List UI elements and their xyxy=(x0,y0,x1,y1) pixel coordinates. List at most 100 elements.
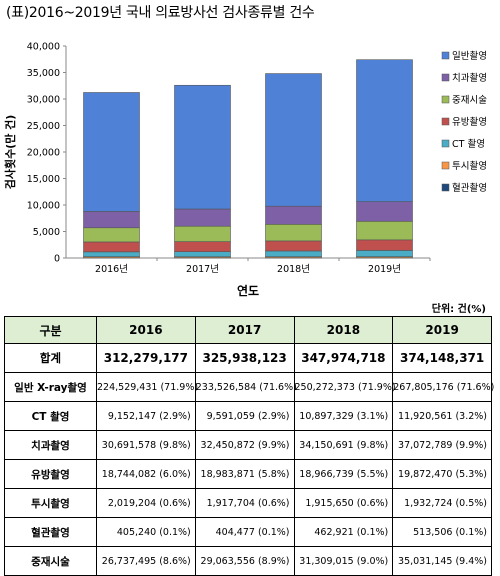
table-cell: 18,983,871 (5.8%) xyxy=(195,460,294,489)
column-header: 구분 xyxy=(5,317,97,344)
table-header-row: 구분 2016 2017 2018 2019 xyxy=(5,317,492,344)
table-cell: 233,526,584 (71.6%) xyxy=(195,373,294,402)
table-cell: 9,152,147 (2.9%) xyxy=(97,402,196,431)
table-cell: 404,477 (0.1%) xyxy=(195,518,294,547)
y-tick-label: 25,000 xyxy=(27,121,60,132)
bar-segment xyxy=(357,60,413,202)
table-cell: 31,309,015 (9.0%) xyxy=(294,547,393,576)
bar-segment xyxy=(357,221,413,240)
stacked-bar-chart: 0 5,000 10,000 15,000 20,000 25,000 30,000 35,0… xyxy=(0,0,500,300)
table-cell: 32,450,872 (9.9%) xyxy=(195,431,294,460)
legend-swatch xyxy=(442,74,449,81)
bar-segment xyxy=(175,242,231,252)
row-label: CT 촬영 xyxy=(5,402,97,431)
column-header: 2017 xyxy=(195,317,294,344)
y-tick-label: 20,000 xyxy=(27,148,60,159)
column-header: 2016 xyxy=(97,317,196,344)
table-cell: 513,506 (0.1%) xyxy=(393,518,492,547)
legend-swatch xyxy=(442,52,449,59)
bar-segment xyxy=(84,92,140,211)
table-cell: 34,150,691 (9.8%) xyxy=(294,431,393,460)
column-header: 2019 xyxy=(393,317,492,344)
x-tick-label: 2017년 xyxy=(186,264,219,275)
y-tick-label: 10,000 xyxy=(27,201,60,212)
table-cell: 325,938,123 xyxy=(195,344,294,373)
y-tick-label: 35,000 xyxy=(27,68,60,79)
bar-segment xyxy=(175,226,231,241)
bars xyxy=(84,60,413,258)
unit-label: 단위: 건(%) xyxy=(432,300,486,315)
bar-segment xyxy=(84,211,140,227)
legend-label: 유방촬영 xyxy=(452,117,487,128)
legend-swatch xyxy=(442,162,449,169)
table-cell: 35,031,145 (9.4%) xyxy=(393,547,492,576)
table-cell: 18,744,082 (6.0%) xyxy=(97,460,196,489)
bar-segment xyxy=(266,206,322,224)
table-cell: 267,805,176 (71.6%) xyxy=(393,373,492,402)
bar-segment xyxy=(175,209,231,226)
table-cell: 374,148,371 xyxy=(393,344,492,373)
table-cell: 18,966,739 (5.5%) xyxy=(294,460,393,489)
legend-swatch xyxy=(442,96,449,103)
table-cell: 224,529,431 (71.9%) xyxy=(97,373,196,402)
row-label: 혈관촬영 xyxy=(5,518,97,547)
y-tick-labels: 0 5,000 10,000 15,000 20,000 25,000 30,000 35,0… xyxy=(27,42,66,265)
table-cell: 29,063,556 (8.9%) xyxy=(195,547,294,576)
x-tick-labels: 2016년 2017년 2018년 2019년 xyxy=(95,258,430,275)
table-cell: 2,019,204 (0.6%) xyxy=(97,489,196,518)
bar-segment xyxy=(266,251,322,257)
bar-segment xyxy=(266,74,322,207)
x-axis-title: 연도 xyxy=(237,283,259,298)
legend-swatch xyxy=(442,118,449,125)
bar-segment xyxy=(175,252,231,257)
row-label: 치과촬영 xyxy=(5,431,97,460)
table-cell: 312,279,177 xyxy=(97,344,196,373)
table-cell: 347,974,718 xyxy=(294,344,393,373)
row-label: 일반 X-ray촬영 xyxy=(5,373,97,402)
table-cell: 1,917,704 (0.6%) xyxy=(195,489,294,518)
row-label: 투시촬영 xyxy=(5,489,97,518)
row-label: 합계 xyxy=(5,344,97,373)
y-tick-label: 0 xyxy=(54,254,60,265)
bar-segment xyxy=(84,228,140,242)
x-tick-label: 2016년 xyxy=(95,264,128,275)
x-tick-label: 2018년 xyxy=(277,264,310,275)
table-cell: 9,591,059 (2.9%) xyxy=(195,402,294,431)
column-header: 2018 xyxy=(294,317,393,344)
x-tick-label: 2019년 xyxy=(368,264,401,275)
y-tick-label: 40,000 xyxy=(27,42,60,53)
table-cell: 405,240 (0.1%) xyxy=(97,518,196,547)
bar-segment xyxy=(266,241,322,251)
legend-label: CT 촬영 xyxy=(452,139,485,150)
legend-label: 일반촬영 xyxy=(452,51,487,62)
table-cell: 10,897,329 (3.1%) xyxy=(294,402,393,431)
table-cell: 37,072,789 (9.9%) xyxy=(393,431,492,460)
y-tick-label: 30,000 xyxy=(27,95,60,106)
table-cell: 26,737,495 (8.6%) xyxy=(97,547,196,576)
bar-segment xyxy=(84,242,140,252)
table-cell: 462,921 (0.1%) xyxy=(294,518,393,547)
bar-segment xyxy=(357,202,413,222)
bar-segment xyxy=(266,224,322,241)
y-axis-title: 검사횟수(만 건) xyxy=(3,115,17,190)
table-cell: 250,272,373 (71.9%) xyxy=(294,373,393,402)
y-tick-label: 5,000 xyxy=(33,227,60,238)
y-tick-label: 15,000 xyxy=(27,174,60,185)
row-label: 유방촬영 xyxy=(5,460,97,489)
table-cell: 1,932,724 (0.5%) xyxy=(393,489,492,518)
legend-label: 혈관촬영 xyxy=(452,182,487,194)
legend-label: 투시촬영 xyxy=(452,161,487,172)
bar-segment xyxy=(357,250,413,256)
table-cell: 11,920,561 (3.2%) xyxy=(393,402,492,431)
table-cell: 1,915,650 (0.6%) xyxy=(294,489,393,518)
legend-label: 치과촬영 xyxy=(452,72,487,84)
table-cell: 30,691,578 (9.8%) xyxy=(97,431,196,460)
